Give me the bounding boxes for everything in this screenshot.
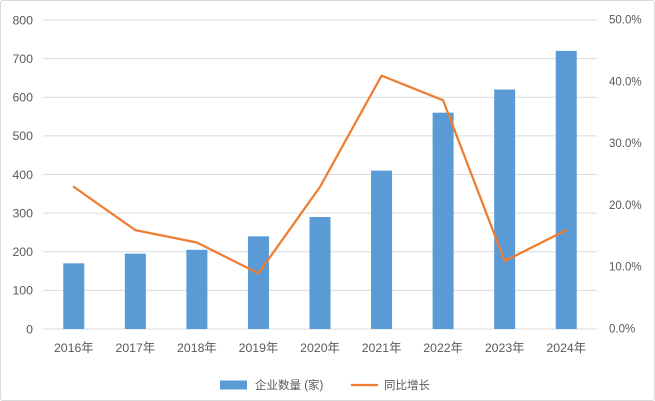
svg-text:2022年: 2022年 [423, 341, 463, 355]
svg-text:600: 600 [12, 91, 33, 105]
svg-text:2024年: 2024年 [546, 341, 586, 355]
svg-text:2019年: 2019年 [239, 341, 279, 355]
svg-text:0: 0 [26, 322, 33, 336]
svg-text:2020年: 2020年 [300, 341, 340, 355]
svg-text:30.0%: 30.0% [609, 138, 642, 150]
svg-text:200: 200 [12, 245, 33, 259]
svg-text:2021年: 2021年 [362, 341, 402, 355]
svg-text:2023年: 2023年 [485, 341, 525, 355]
svg-text:400: 400 [12, 168, 33, 182]
svg-text:100: 100 [12, 284, 33, 298]
svg-text:2016年: 2016年 [54, 341, 94, 355]
svg-text:300: 300 [12, 206, 33, 220]
svg-text:0.0%: 0.0% [609, 324, 635, 336]
svg-text:2018年: 2018年 [177, 341, 217, 355]
svg-text:50.0%: 50.0% [609, 15, 642, 27]
svg-text:企业数量 (家): 企业数量 (家) [255, 378, 324, 392]
svg-text:500: 500 [12, 129, 33, 143]
svg-text:10.0%: 10.0% [609, 262, 642, 274]
svg-text:同比增长: 同比增长 [384, 378, 430, 392]
svg-text:700: 700 [12, 52, 33, 66]
svg-text:20.0%: 20.0% [609, 200, 642, 212]
svg-text:40.0%: 40.0% [609, 76, 642, 88]
svg-text:800: 800 [12, 13, 33, 27]
svg-text:2017年: 2017年 [116, 341, 156, 355]
